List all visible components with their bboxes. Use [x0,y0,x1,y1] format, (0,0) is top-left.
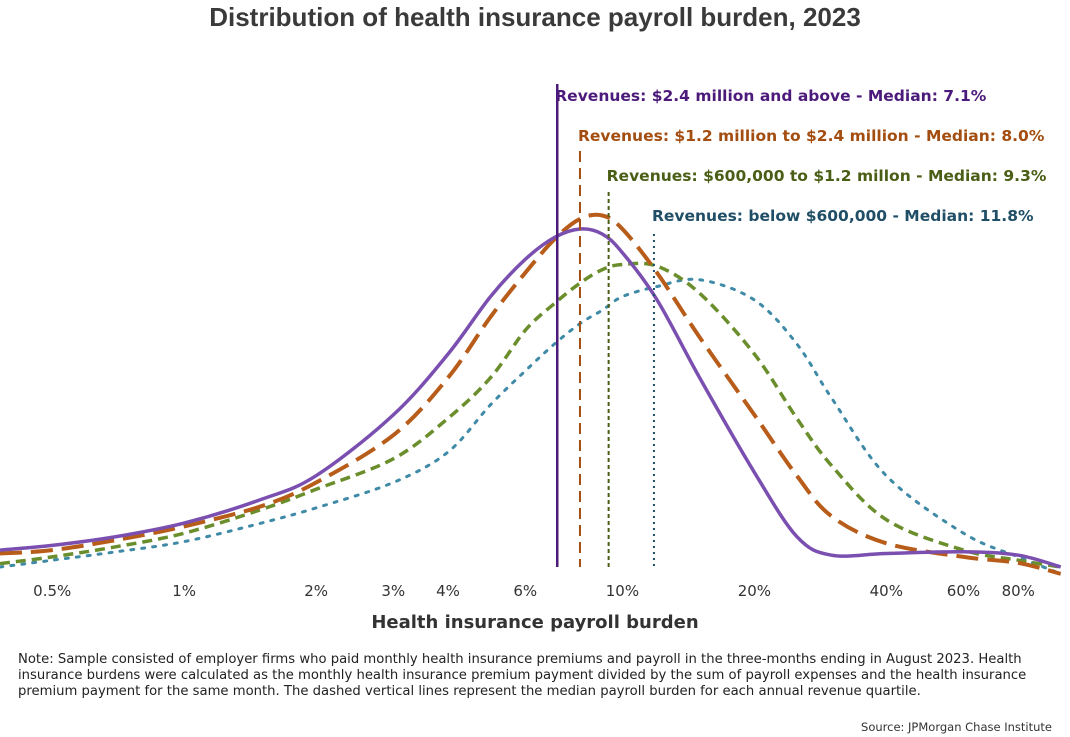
x-tick-label: 10% [606,582,639,600]
x-tick-label: 3% [381,582,405,600]
footnote: Note: Sample consisted of employer firms… [18,652,1027,699]
source-credit: Source: JPMorgan Chase Institute [861,720,1052,734]
median-lines: Revenues: $2.4 million and above - Media… [555,84,1047,567]
x-tick-label: 40% [870,582,903,600]
x-axis-ticks: 0.5% 1% 2% 3% 4% 6% 10% 20% 40% 60% 80% [33,582,1035,600]
x-tick-label: 4% [436,582,460,600]
median-label-3: Revenues: below $600,000 - Median: 11.8% [652,207,1034,225]
series-line-0 [0,227,1062,569]
x-tick-label: 60% [947,582,980,600]
series-curves [0,212,1063,576]
median-label-0: Revenues: $2.4 million and above - Media… [555,87,987,105]
x-tick-label: 2% [304,582,328,600]
series-line-1 [0,212,1062,576]
x-tick-label: 80% [1002,582,1035,600]
chart-title: Distribution of health insurance payroll… [209,2,861,32]
median-label-2: Revenues: $600,000 to $1.2 millon - Medi… [607,167,1047,185]
x-tick-label: 6% [513,582,537,600]
x-tick-label: 20% [738,582,771,600]
median-label-1: Revenues: $1.2 million to $2.4 million -… [578,127,1045,145]
x-tick-label: 1% [172,582,196,600]
x-axis-label: Health insurance payroll burden [371,612,698,633]
chart-plot: Revenues: $2.4 million and above - Media… [0,84,1063,633]
series-line-2 [0,261,1061,569]
x-tick-label: 0.5% [33,582,71,600]
